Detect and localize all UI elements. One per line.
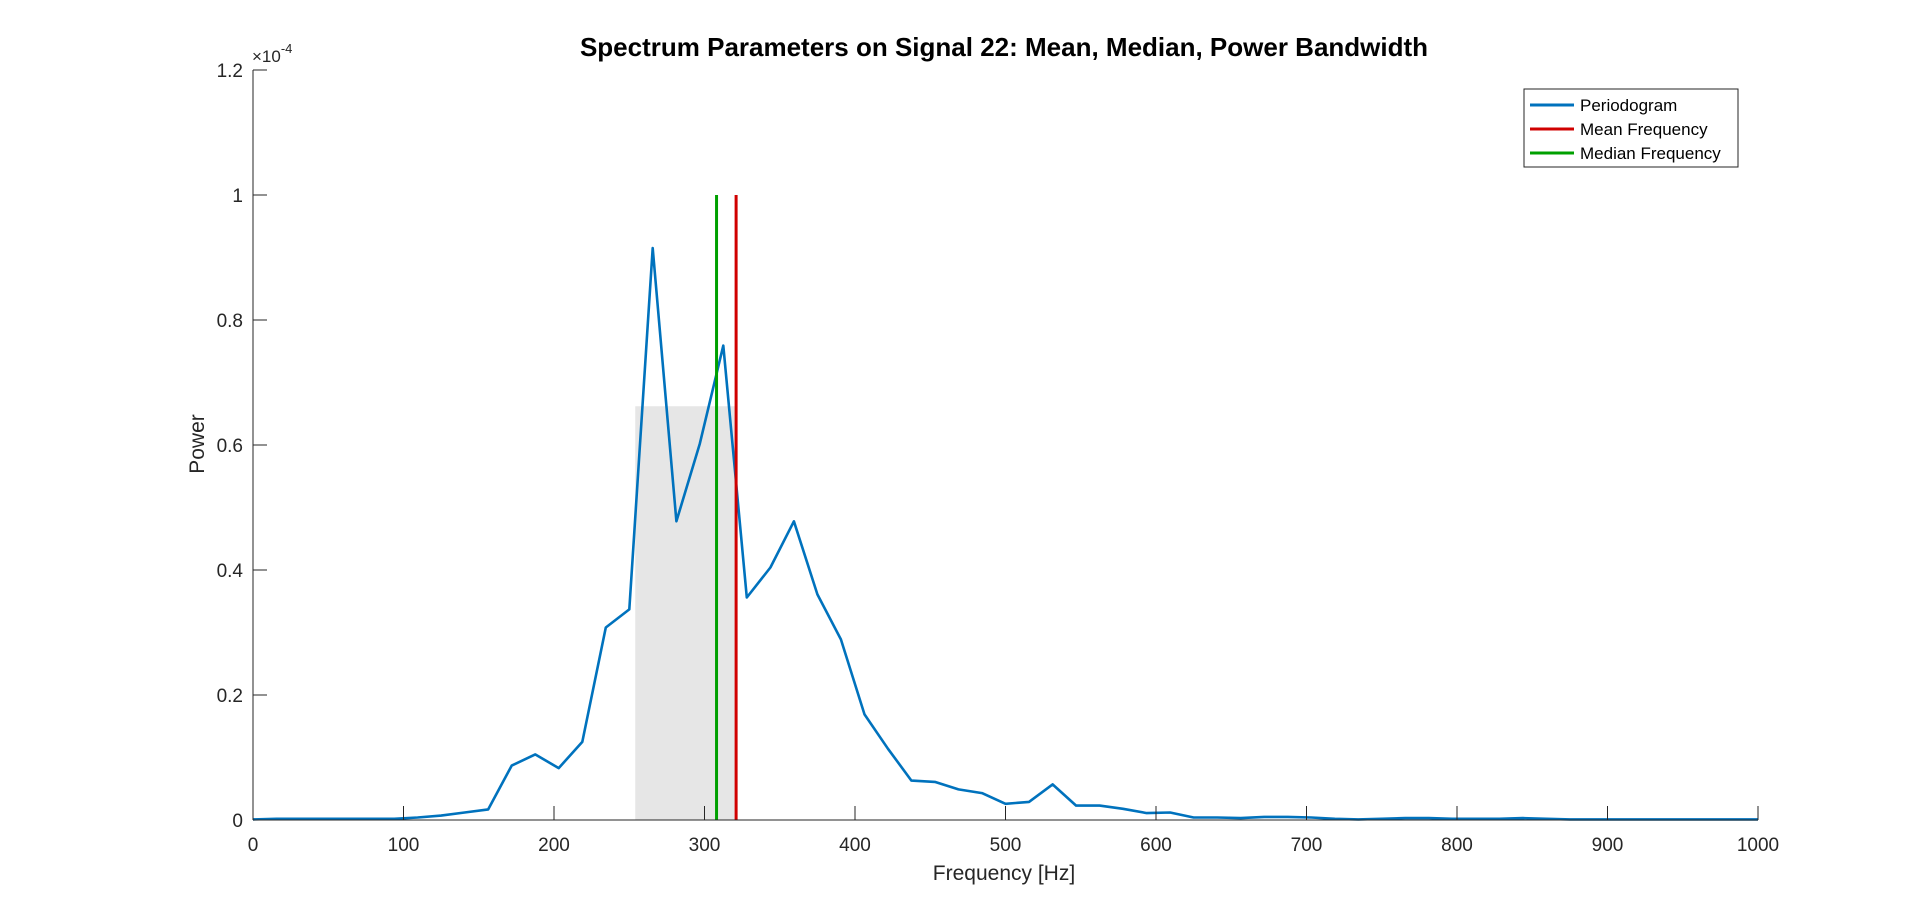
legend-entry: Mean Frequency <box>1580 120 1708 139</box>
x-tick-label: 300 <box>689 835 721 856</box>
series-line-periodogram <box>252 246 1758 821</box>
y-exponent-power: -4 <box>281 41 293 56</box>
chart-title: Spectrum Parameters on Signal 22: Mean, … <box>580 32 1428 62</box>
y-tick-label: 0 <box>232 811 243 832</box>
x-tick-label: 1000 <box>1737 835 1779 856</box>
x-tick-label: 100 <box>388 835 420 856</box>
legend: Periodogram Mean Frequency Median Frequenc… <box>1523 88 1739 168</box>
legend-entry: Median Frequency <box>1580 144 1721 163</box>
y-exponent-label: ×10-4 <box>252 41 292 66</box>
x-tick-label: 500 <box>990 835 1022 856</box>
x-tick-label: 400 <box>839 835 871 856</box>
x-tick-label: 700 <box>1291 835 1323 856</box>
legend-entry: Periodogram <box>1580 96 1677 115</box>
y-tick-label: 0.6 <box>217 436 243 457</box>
y-tick-label: 0.4 <box>217 561 244 582</box>
y-tick-label: 1.2 <box>217 61 243 82</box>
power-bandwidth-band-layer <box>635 406 735 820</box>
series-layer <box>252 195 1758 821</box>
power-bandwidth-band <box>635 406 735 820</box>
axes-layer <box>252 70 1758 821</box>
ticks-layer: 0 100 200 300 400 500 600 700 800 900 1000 0 0.2 0.4 0… <box>217 61 1780 856</box>
x-tick-label: 800 <box>1441 835 1473 856</box>
svg-text:×10-4: ×10-4 <box>252 41 292 66</box>
x-tick-label: 0 <box>248 835 259 856</box>
x-axis-label: Frequency [Hz] <box>933 862 1075 885</box>
x-tick-label: 200 <box>538 835 570 856</box>
y-axis-label: Power <box>186 414 209 474</box>
y-tick-label: 0.8 <box>217 311 243 332</box>
y-exponent-base: ×10 <box>252 47 281 66</box>
y-tick-label: 1 <box>232 186 243 207</box>
y-tick-label: 0.2 <box>217 686 243 707</box>
x-tick-label: 900 <box>1592 835 1624 856</box>
x-tick-label: 600 <box>1140 835 1172 856</box>
